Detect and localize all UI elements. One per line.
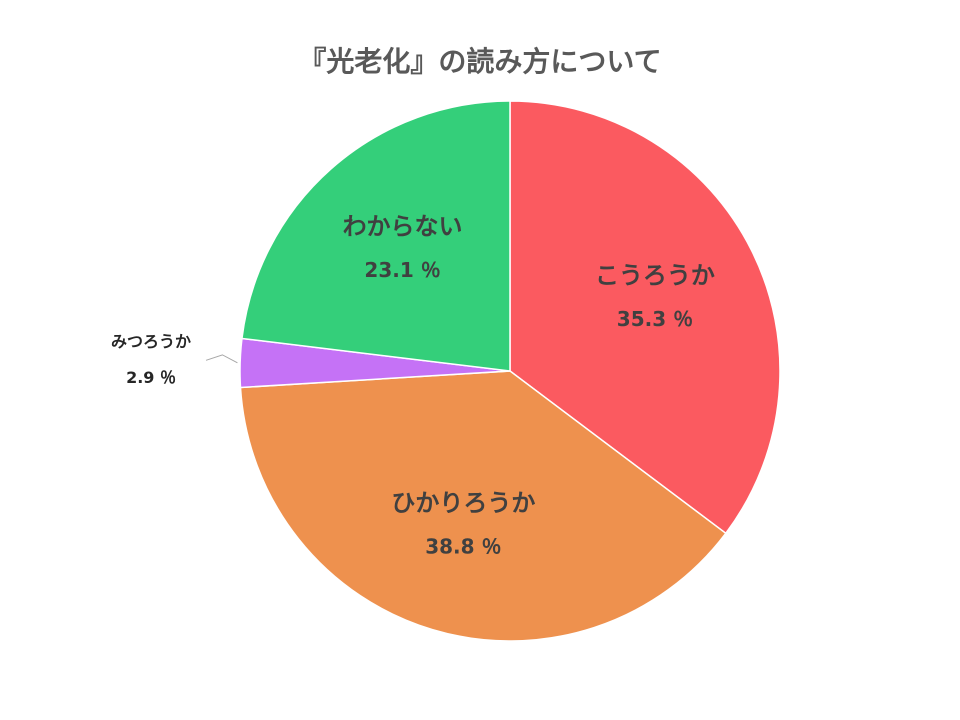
slice-label: みつろうか	[111, 332, 191, 351]
pie-slice	[509, 100, 781, 535]
leader-line	[205, 354, 238, 364]
value-label: 23.1 ％	[364, 258, 440, 282]
slice-label: ひかりろうか	[391, 489, 535, 517]
value-label: 35.3 ％	[617, 307, 693, 331]
slice-label: わからない	[343, 213, 463, 241]
chart-title: 『光老化』の読み方について	[298, 45, 661, 78]
value-label: 2.9 ％	[126, 368, 176, 387]
slice-label: こうろうか	[595, 262, 715, 290]
value-label: 38.8 ％	[425, 535, 501, 559]
pie-slice	[239, 370, 727, 642]
pie-slice	[241, 100, 511, 372]
